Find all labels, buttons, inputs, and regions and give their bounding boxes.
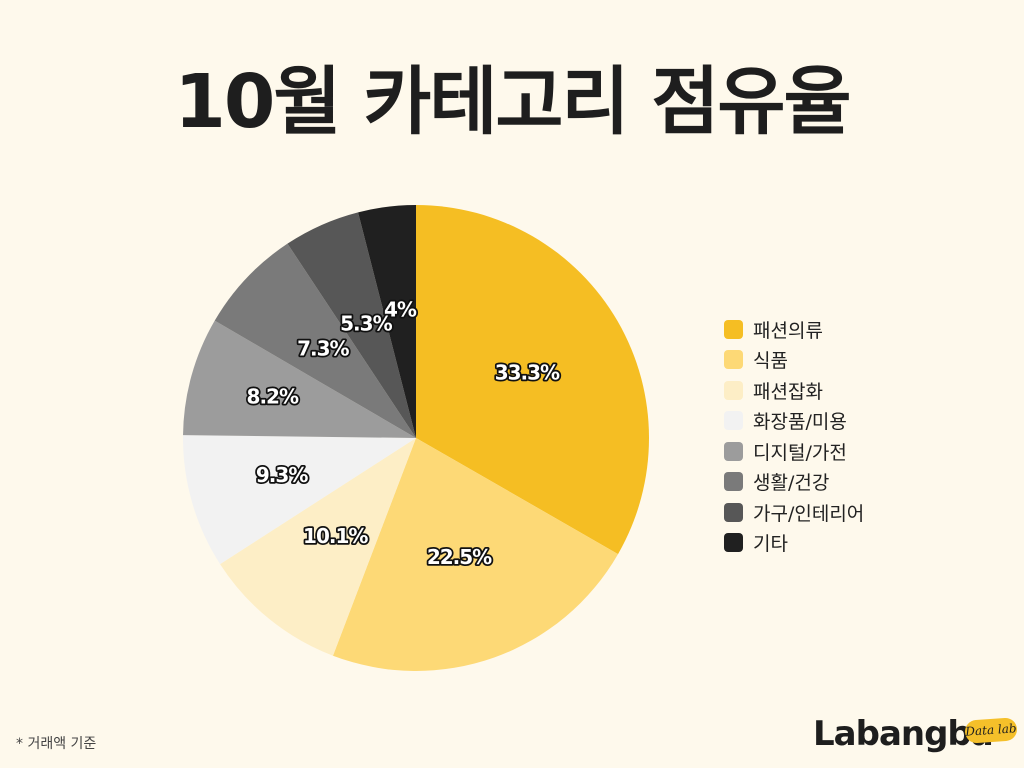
legend-label: 기타 bbox=[753, 533, 788, 556]
legend-item: 디지털/가전 bbox=[724, 436, 864, 467]
legend-label: 패션잡화 bbox=[753, 380, 823, 403]
slice-label-5: 8.2% bbox=[247, 385, 299, 409]
legend-swatch bbox=[724, 350, 743, 370]
legend-swatch bbox=[724, 502, 743, 522]
legend-item: 식품 bbox=[724, 345, 864, 376]
legend-swatch bbox=[724, 472, 743, 492]
legend-label: 디지털/가전 bbox=[753, 441, 847, 464]
pie-slice-1 bbox=[416, 205, 649, 555]
slice-label-3: 10.1% bbox=[303, 524, 368, 548]
legend-swatch bbox=[724, 411, 743, 431]
slice-label-8: 4% bbox=[384, 297, 417, 321]
legend-label: 생활/건강 bbox=[753, 472, 830, 495]
pie-slices bbox=[183, 205, 649, 672]
legend-label: 가구/인테리어 bbox=[753, 502, 865, 525]
slice-label-7: 5.3% bbox=[340, 312, 392, 336]
pie-slice-2 bbox=[332, 438, 619, 672]
slice-label-2: 22.5% bbox=[427, 545, 492, 569]
pie-slice-6 bbox=[214, 243, 416, 438]
page-title: 10월 카테고리 점유율 bbox=[174, 59, 851, 145]
pie-slice-4 bbox=[183, 435, 416, 565]
legend-swatch bbox=[724, 319, 743, 339]
legend-item: 가구/인테리어 bbox=[724, 497, 864, 528]
pie-slice-8 bbox=[358, 205, 416, 438]
pie-slice-7 bbox=[287, 212, 416, 438]
legend-item: 생활/건강 bbox=[724, 467, 864, 498]
legend-item: 패션의류 bbox=[724, 314, 864, 345]
legend-swatch bbox=[724, 533, 743, 553]
pie-slice-3 bbox=[220, 438, 416, 656]
legend-label: 화장품/미용 bbox=[753, 411, 847, 434]
footnote: * 거래액 기준 bbox=[16, 736, 97, 752]
legend-swatch bbox=[724, 380, 743, 400]
slice-label-4: 9.3% bbox=[256, 463, 308, 487]
slice-label-6: 7.3% bbox=[297, 336, 349, 360]
brand-badge: Data lab bbox=[964, 717, 1018, 744]
brand-logo: Labangba Data lab bbox=[813, 712, 1019, 758]
pie-slice-5 bbox=[183, 320, 416, 438]
legend-swatch bbox=[724, 441, 743, 461]
legend-item: 기타 bbox=[724, 528, 864, 559]
legend-label: 식품 bbox=[753, 350, 788, 373]
legend-item: 패션잡화 bbox=[724, 375, 864, 406]
pie-labels: 33.3% 22.5% 10.1% 9.3% 8.2% 7.3%5.3%4% bbox=[245, 296, 563, 571]
legend-label: 패션의류 bbox=[753, 319, 823, 342]
slice-label-1: 33.3% bbox=[495, 360, 560, 384]
legend-item: 화장품/미용 bbox=[724, 406, 864, 437]
brand-wordmark: Labangba bbox=[813, 714, 994, 754]
